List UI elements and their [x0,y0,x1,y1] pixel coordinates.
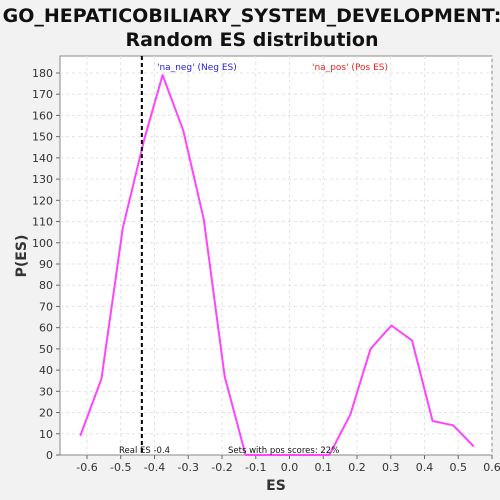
y-tick-label: 170 [32,88,53,101]
y-tick-label: 120 [32,194,53,207]
legend-pos-label: 'na_pos' (Pos ES) [312,63,388,73]
x-tick-label: 0.6 [483,461,500,474]
y-axis-label: P(ES) [14,235,30,278]
y-tick-label: 140 [32,152,53,165]
es-distribution-line [79,74,475,456]
y-tick-label: 80 [39,279,53,292]
plot-area [59,55,493,456]
x-tick-label: -0.1 [245,461,266,474]
x-tick-label: 0.1 [315,461,333,474]
y-tick-label: 10 [39,428,53,441]
y-tick-label: 180 [32,67,53,80]
y-tick-label: 70 [39,300,53,313]
legend-neg-label: 'na_neg' (Neg ES) [157,63,237,73]
axes: 0 10 20 30 40 50 60 70 80 90 100 110 120 130 140 150 160… [32,67,500,474]
real-es-label: Real ES -0.4 [119,446,170,456]
chart-title-line1: GO_HEPATICOBILIARY_SYSTEM_DEVELOPMENT: [3,5,500,27]
y-tick-label: 160 [32,109,53,122]
x-axis-label: ES [266,478,286,494]
y-tick-label: 30 [39,385,53,398]
x-tick-label: 0.3 [382,461,400,474]
x-tick-label: 0.5 [450,461,468,474]
x-tick-label: -0.5 [110,461,131,474]
y-tick-label: 130 [32,173,53,186]
grid-lines [60,56,493,455]
x-tick-label: -0.4 [144,461,165,474]
y-tick-label: 40 [39,364,53,377]
x-tick-label: 0.0 [281,461,299,474]
y-tick-label: 100 [32,237,53,250]
x-tick-label: -0.2 [211,461,232,474]
y-tick-label: 50 [39,343,53,356]
x-tick-label: -0.3 [178,461,199,474]
y-tick-label: 110 [32,216,53,229]
y-tick-label: 20 [39,407,53,420]
pos-scores-annotation: Sets with pos scores: 22% [228,446,339,456]
y-tick-label: 60 [39,322,53,335]
chart-title-line2: Random ES distribution [125,29,378,51]
y-tick-label: 0 [46,449,53,462]
y-tick-label: 90 [39,258,53,271]
x-tick-label: -0.6 [76,461,97,474]
y-tick-label: 150 [32,131,53,144]
x-tick-label: 0.2 [348,461,366,474]
x-tick-label: 0.4 [416,461,434,474]
series-layer [79,74,475,456]
